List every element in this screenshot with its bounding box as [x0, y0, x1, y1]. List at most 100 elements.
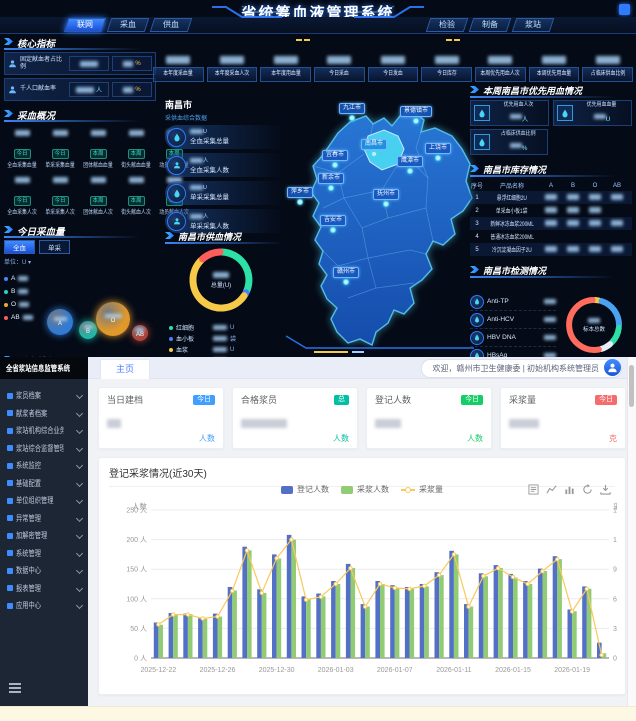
- city-stat-list: U 全血采集总量人全血采集人数 U 单采采集总量人单采采集人数: [165, 125, 285, 233]
- overview-stat-cell: 今日 单采采集人次: [42, 171, 78, 216]
- restore-icon[interactable]: [582, 484, 593, 495]
- map-city-label[interactable]: 九江市: [338, 103, 366, 114]
- line-marker: [274, 556, 279, 561]
- map-city-label[interactable]: 赣州市: [332, 267, 360, 278]
- chevron-down-icon: [75, 409, 84, 417]
- chevron-down-icon: [75, 479, 84, 487]
- chart-legend-item-登记人数[interactable]: 登记人数: [281, 484, 329, 495]
- unit-dropdown[interactable]: 单位：U ▾: [4, 260, 32, 266]
- redacted-value: [104, 314, 122, 318]
- sidebar-item-4[interactable]: 系统监控: [0, 457, 88, 475]
- blood-type-bubble-B[interactable]: B: [79, 321, 97, 339]
- footer-strip: [0, 706, 636, 721]
- stat-label: 街头献血血量: [121, 163, 151, 169]
- stat-value: [42, 171, 78, 189]
- user-avatar[interactable]: [604, 359, 621, 376]
- sidebar-item-7[interactable]: 异常管理: [0, 510, 88, 528]
- sidebar-item-6[interactable]: 单位组织管理: [0, 492, 88, 510]
- priority-stat-text: 优先用血血量 U: [576, 100, 628, 126]
- redacted-value: [567, 194, 579, 201]
- nav-tab-检验[interactable]: 检验: [425, 18, 469, 32]
- sidebar-item-1[interactable]: 献浆者档案: [0, 405, 88, 423]
- donut-segment[interactable]: [566, 297, 602, 353]
- today-tab-全血[interactable]: 全血: [4, 240, 35, 254]
- map-city-label[interactable]: 宜春市: [321, 150, 349, 161]
- bar-登记人数: [404, 587, 410, 658]
- inventory-qty-cell: [562, 246, 584, 253]
- sidebar-item-0[interactable]: 浆员档案: [0, 387, 88, 405]
- redacted-value: [375, 419, 401, 429]
- sidebar-item-11[interactable]: 报表管理: [0, 580, 88, 598]
- stat-label: 街头献血人次: [121, 210, 151, 216]
- stat-card-value: [107, 415, 215, 429]
- testing-donut-chart[interactable]: [562, 293, 626, 357]
- tab-home[interactable]: 主页: [100, 359, 151, 379]
- scrollbar[interactable]: [627, 357, 636, 706]
- sidebar-item-9[interactable]: 系统管理: [0, 545, 88, 563]
- bar-采浆人数: [232, 590, 237, 658]
- blood-type-bubble-O[interactable]: O: [96, 302, 130, 336]
- nav-tab-浆站[interactable]: 浆站: [511, 18, 555, 32]
- chart-legend-item-采浆量[interactable]: 采浆量: [401, 484, 443, 495]
- line-chart-icon[interactable]: [546, 484, 557, 495]
- testing-item-label: HBV DNA: [487, 334, 516, 341]
- donut-segment[interactable]: [199, 248, 224, 263]
- time-badge: 今日: [51, 149, 69, 159]
- scrollbar-thumb[interactable]: [629, 365, 634, 407]
- nav-tab-采血[interactable]: 采血: [106, 18, 150, 32]
- combo-chart-canvas[interactable]: 0 人 50 人 100 人 150 人 200 人 250 人 0 克 300 克 600 克…: [109, 502, 617, 684]
- map-city-label[interactable]: 吉安市: [319, 215, 347, 226]
- jiangxi-province-map[interactable]: 九江市 景德镇市南昌市 上饶市 鹰潭市 宜春市新余市 萍乡市 抚州市吉安市赣州市: [278, 78, 483, 356]
- sidebar-item-8[interactable]: 加解密管理: [0, 527, 88, 545]
- nav-tab-制备[interactable]: 制备: [468, 18, 512, 32]
- donut-segment[interactable]: [598, 341, 614, 352]
- bar-chart-icon[interactable]: [564, 484, 575, 495]
- download-icon[interactable]: [600, 484, 611, 495]
- data-view-icon[interactable]: [528, 484, 539, 495]
- sidebar-item-10[interactable]: 数据中心: [0, 562, 88, 580]
- map-city-label[interactable]: 鹰潭市: [396, 156, 424, 167]
- unit-label: 人数: [467, 434, 483, 443]
- supply-donut-chart[interactable]: [185, 244, 257, 316]
- menu-icon: [7, 392, 13, 399]
- sidebar-collapse-button[interactable]: [9, 683, 21, 685]
- nav-tab-供血[interactable]: 供血: [149, 18, 193, 32]
- blood-type-bubble-A[interactable]: A: [47, 309, 73, 335]
- city-subtitle[interactable]: 采供血综合数据: [165, 116, 208, 122]
- tab-bar: 主页 欢迎，赣州市卫生健康委 | 初始机构系统管理员: [88, 357, 636, 379]
- blood-type-bubble-AB[interactable]: AB: [132, 325, 148, 341]
- legend-line-swatch: [401, 486, 415, 493]
- unit-label: U: [230, 346, 235, 353]
- map-city-label[interactable]: 景德镇市: [399, 106, 433, 117]
- today-tab-单采[interactable]: 单采: [39, 240, 70, 254]
- window-control-button[interactable]: [619, 4, 630, 15]
- sidebar-item-12[interactable]: 应用中心: [0, 597, 88, 615]
- priority-stat-box: 占临床供血比例%: [470, 129, 548, 155]
- redacted-value: [14, 176, 30, 183]
- sidebar-item-3[interactable]: 浆站综合监督管理: [0, 440, 88, 458]
- donut-segment[interactable]: [609, 324, 622, 346]
- kpi-card: 今日发血: [367, 52, 419, 82]
- donut-segment[interactable]: [218, 248, 253, 295]
- legend-label: 采浆人数: [357, 485, 389, 494]
- nav-tab-联网[interactable]: 联网: [63, 18, 107, 32]
- redacted-value: [589, 207, 601, 214]
- dashboard-navbar: 联网 采血 供血 检验 制备 浆站: [0, 5, 636, 41]
- donut-segment[interactable]: [189, 256, 248, 312]
- bubble-chart[interactable]: A B O AB A B O AB: [4, 266, 156, 354]
- map-city-label[interactable]: 萍乡市: [286, 187, 314, 198]
- map-city-label[interactable]: 新余市: [317, 173, 345, 184]
- map-city-label[interactable]: 抚州市: [372, 189, 400, 200]
- map-city-label[interactable]: 上饶市: [424, 143, 452, 154]
- kpi-label-text: 今日采血: [329, 71, 350, 77]
- donut-segment[interactable]: [592, 297, 602, 304]
- sidebar-item-5[interactable]: 基础配置: [0, 475, 88, 493]
- map-city-label[interactable]: 南昌市: [360, 139, 388, 150]
- sidebar-item-2[interactable]: 浆站机构综合业务信息: [0, 422, 88, 440]
- chart-legend-item-采浆人数[interactable]: 采浆人数: [341, 484, 389, 495]
- line-marker: [436, 572, 442, 578]
- city-stat-value: U: [190, 129, 229, 135]
- donut-segment[interactable]: [598, 298, 623, 329]
- line-marker: [230, 588, 235, 594]
